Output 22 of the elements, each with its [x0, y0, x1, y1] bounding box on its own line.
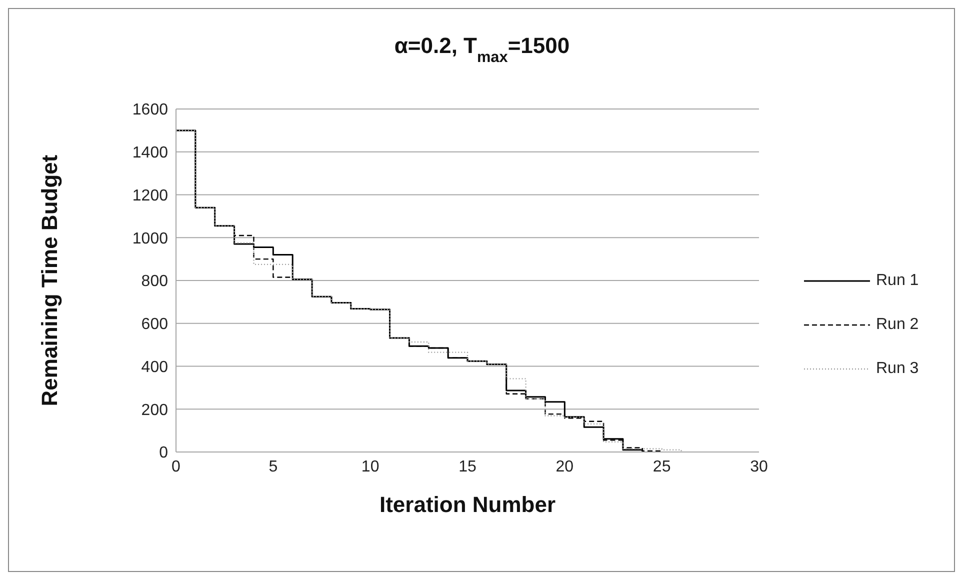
y-tick-label: 1200 [132, 187, 168, 204]
y-tick-label: 0 [159, 444, 168, 462]
y-tick-label: 1000 [132, 230, 168, 248]
y-tick-label: 1600 [132, 102, 168, 119]
y-tick-label: 600 [141, 316, 168, 334]
x-tick-label: 5 [268, 458, 278, 476]
x-tick-label: 25 [652, 458, 671, 476]
y-axis-title: Remaining Time Budget [36, 154, 62, 406]
legend-label: Run 2 [876, 316, 919, 334]
y-tick-label: 800 [141, 273, 168, 290]
y-tick-label: 400 [141, 358, 168, 376]
x-tick-label: 15 [458, 458, 476, 476]
y-tick-label: 1400 [132, 144, 168, 162]
x-tick-label: 20 [556, 458, 574, 476]
legend-label: Run 1 [876, 272, 919, 290]
x-tick-label: 0 [172, 458, 181, 476]
x-tick-label: 30 [750, 458, 768, 476]
chart-title: α=0.2, T$_{max}$=1500 [394, 33, 570, 66]
legend-label: Run 3 [876, 360, 919, 378]
x-axis-title: Iteration Number [379, 492, 556, 517]
x-tick-label: 10 [361, 458, 380, 476]
y-tick-label: 200 [141, 402, 168, 419]
